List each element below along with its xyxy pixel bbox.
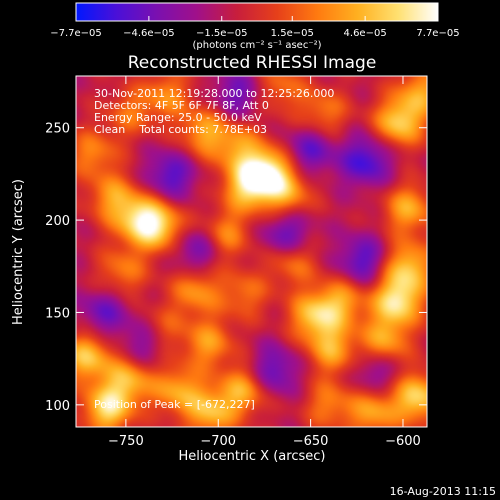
- colorbar-tick-label: 1.5e−05: [271, 28, 314, 39]
- plot-frame: [75, 75, 428, 428]
- x-tick-label: −750: [108, 434, 144, 449]
- colorbar: −7.7e−05 −4.6e−05 −1.5e−05 1.5e−05 4.6e−05 7.…: [50, 2, 460, 51]
- chart-title: Reconstructed RHESSI Image: [128, 53, 377, 73]
- annotation-clean: Clean Total counts: 7.78E+03: [94, 123, 267, 136]
- y-axis-label: Heliocentric Y (arcsec): [11, 179, 26, 325]
- annotation-time: 30-Nov-2011 12:19:28.000 to 12:25:26.000: [94, 87, 334, 100]
- y-axis-ticks: 100 150 200 250: [45, 122, 427, 414]
- reconstructed-image: [76, 76, 427, 427]
- colorbar-ticks: −7.7e−05 −4.6e−05 −1.5e−05 1.5e−05 4.6e−05 7.…: [50, 16, 460, 39]
- x-tick-label: −700: [200, 434, 236, 449]
- y-tick-label: 250: [45, 122, 70, 137]
- image-annotations: 30-Nov-2011 12:19:28.000 to 12:25:26.000…: [94, 87, 334, 411]
- colorbar-bar: [75, 2, 439, 22]
- annotation-energy: Energy Range: 25.0 - 50.0 keV: [94, 111, 262, 124]
- plot-area: −750 −700 −650 −600 100 150 200 250: [45, 75, 428, 449]
- colorbar-tick-label: 4.6e−05: [344, 28, 387, 39]
- colorbar-unit-label: (photons cm⁻² s⁻¹ asec⁻²): [192, 40, 321, 51]
- colorbar-tick-label: −1.5e−05: [196, 28, 248, 39]
- x-axis-label: Heliocentric X (arcsec): [179, 449, 326, 464]
- x-tick-label: −600: [385, 434, 421, 449]
- colorbar-tick-label: −4.6e−05: [123, 28, 175, 39]
- annotation-detectors: Detectors: 4F 5F 6F 7F 8F, Att 0: [94, 99, 269, 112]
- x-tick-label: −650: [293, 434, 329, 449]
- x-axis-ticks: −750 −700 −650 −600: [108, 76, 421, 449]
- y-tick-label: 150: [45, 306, 70, 321]
- timestamp: 16-Aug-2013 11:15: [390, 485, 496, 498]
- y-tick-label: 200: [45, 214, 70, 229]
- colorbar-tick-label: −7.7e−05: [50, 28, 102, 39]
- annotation-peak: Position of Peak = [-672,227]: [94, 398, 255, 411]
- y-tick-label: 100: [45, 399, 70, 414]
- colorbar-tick-label: 7.7e−05: [416, 28, 459, 39]
